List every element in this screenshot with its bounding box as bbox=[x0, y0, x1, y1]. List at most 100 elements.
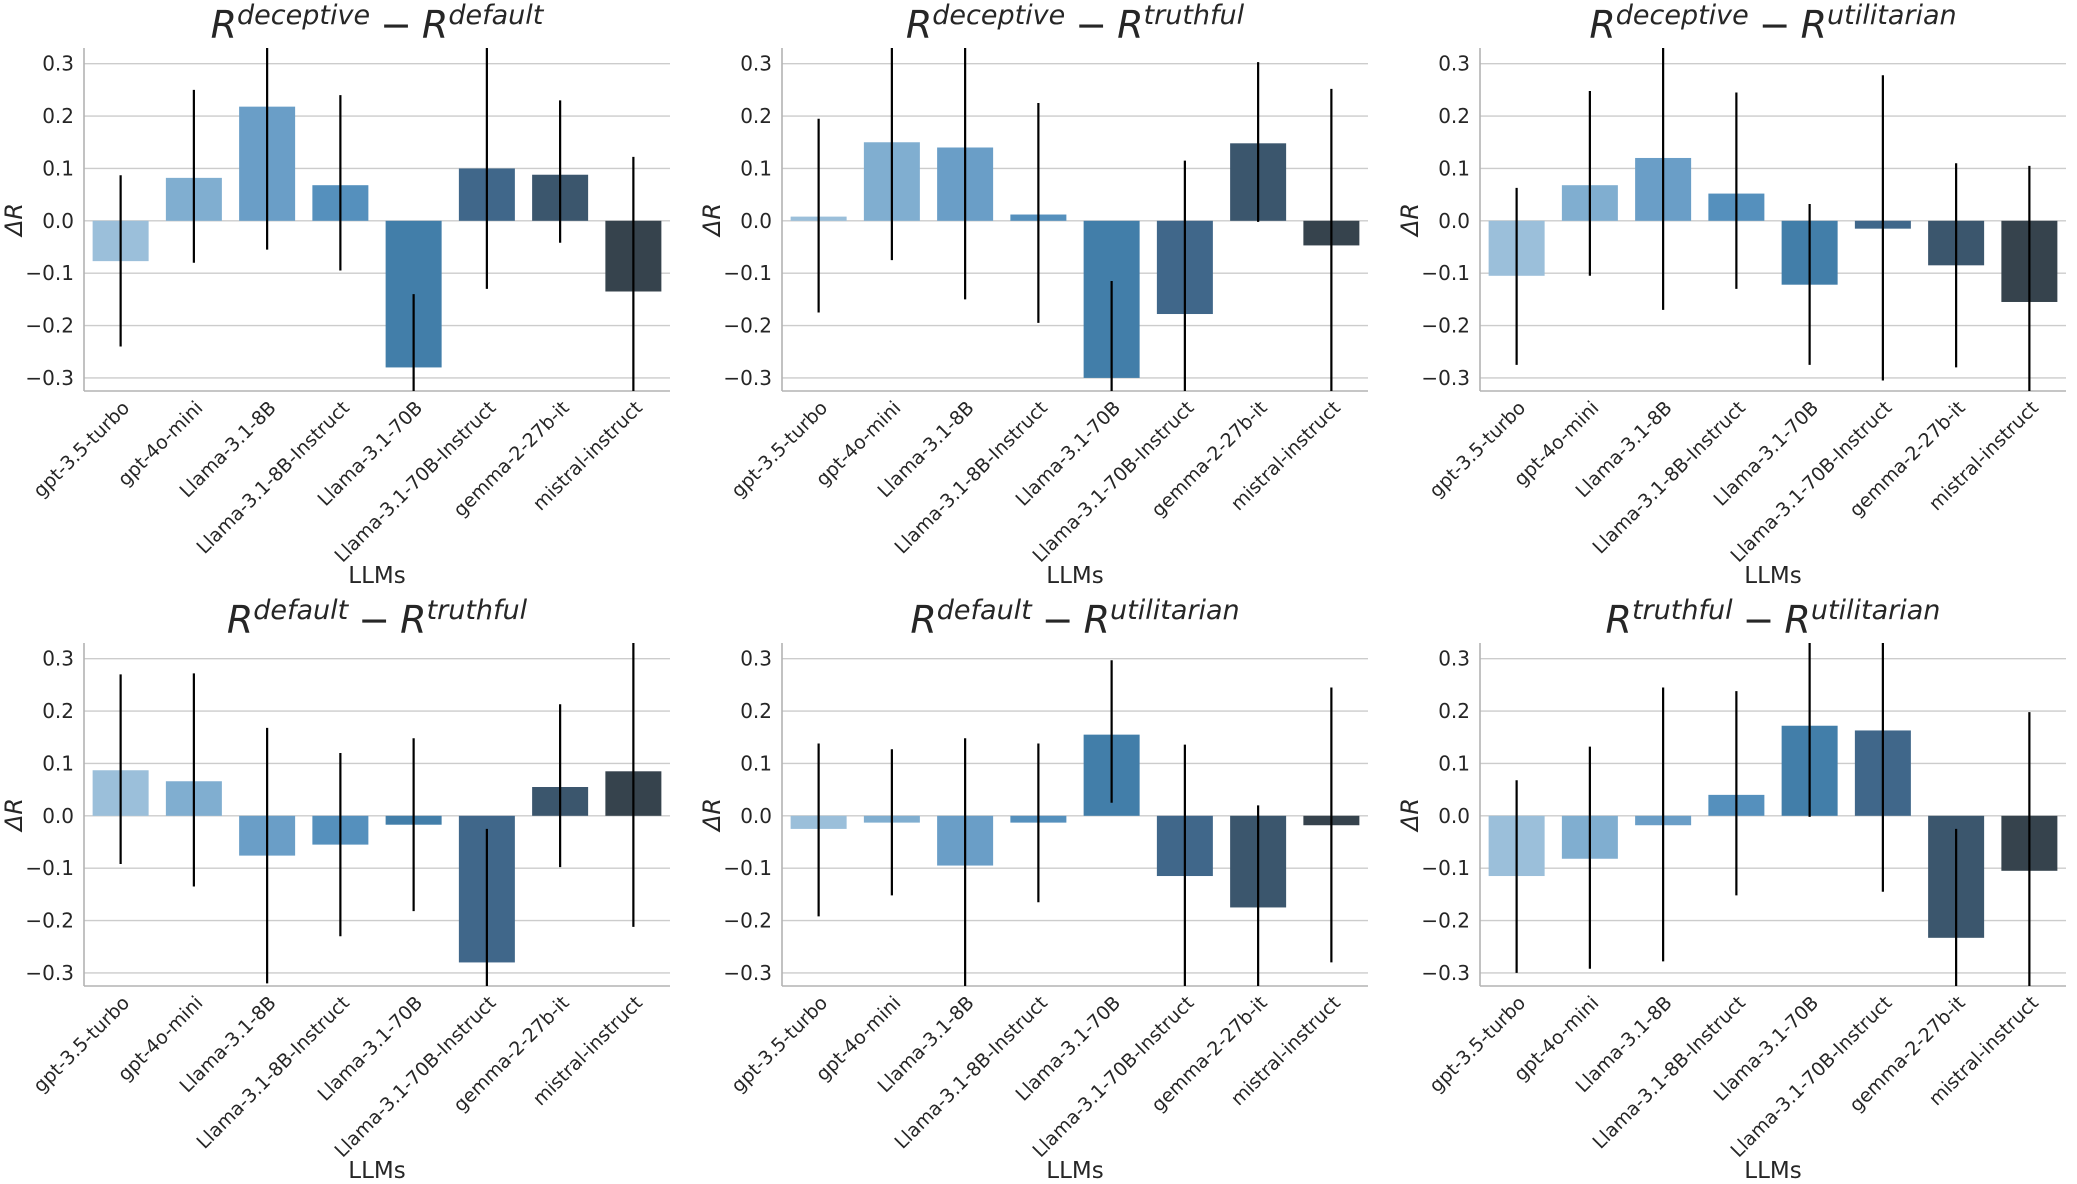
y-tick-label: 0.3 bbox=[42, 647, 74, 671]
panel-2: −0.3−0.2−0.10.00.10.20.3gpt-3.5-turbogpt… bbox=[698, 0, 1368, 589]
y-tick-label: −0.3 bbox=[723, 366, 772, 390]
title-part-s1: default bbox=[253, 595, 349, 626]
x-axis-label: LLMs bbox=[348, 563, 405, 589]
title-part-minus: − bbox=[1759, 3, 1791, 47]
x-tick-label: gpt-3.5-turbo bbox=[727, 992, 832, 1097]
title-part-s2: utilitarian bbox=[1811, 595, 1941, 626]
panel-5: −0.3−0.2−0.10.00.10.20.3gpt-3.5-turbogpt… bbox=[698, 595, 1368, 1184]
title-part-r1: R bbox=[211, 3, 237, 47]
y-tick-label: −0.1 bbox=[1421, 856, 1470, 880]
title-part-r1: R bbox=[227, 598, 253, 642]
x-tick-label: gpt-3.5-turbo bbox=[1425, 397, 1530, 502]
title-part-s1: default bbox=[937, 595, 1033, 626]
title-part-r2: R bbox=[400, 598, 426, 642]
panel-6: −0.3−0.2−0.10.00.10.20.3gpt-3.5-turbogpt… bbox=[1396, 595, 2066, 1184]
y-axis-label: ΔR bbox=[0, 203, 28, 238]
y-tick-label: 0.3 bbox=[740, 52, 772, 76]
panel-title: Rdefault − Rutilitarian bbox=[910, 595, 1239, 642]
y-tick-label: 0.2 bbox=[42, 104, 74, 128]
title-part-s1: deceptive bbox=[237, 0, 370, 31]
title-part-minus: − bbox=[358, 598, 390, 642]
title-part-s2: truthful bbox=[1144, 0, 1245, 31]
x-axis-label: LLMs bbox=[1046, 1158, 1103, 1184]
y-tick-label: −0.1 bbox=[723, 261, 772, 285]
title-part-s1: deceptive bbox=[932, 0, 1065, 31]
y-tick-label: 0.1 bbox=[42, 751, 74, 775]
panel-title: Rdeceptive − Rdefault bbox=[211, 0, 545, 47]
title-part-s2: default bbox=[448, 0, 544, 31]
y-tick-label: −0.3 bbox=[1421, 961, 1470, 985]
title-part-s2: truthful bbox=[427, 595, 528, 626]
x-axis-label: LLMs bbox=[1744, 1158, 1801, 1184]
y-tick-label: −0.2 bbox=[25, 909, 74, 933]
x-axis-label: LLMs bbox=[348, 1158, 405, 1184]
y-tick-label: −0.2 bbox=[1421, 909, 1470, 933]
y-tick-label: 0.1 bbox=[42, 156, 74, 180]
y-tick-label: 0.2 bbox=[1438, 104, 1470, 128]
y-tick-label: −0.2 bbox=[1421, 314, 1470, 338]
y-tick-label: 0.3 bbox=[42, 52, 74, 76]
y-axis-label: ΔR bbox=[698, 203, 726, 238]
y-axis-label: ΔR bbox=[0, 798, 28, 833]
title-part-r1: R bbox=[910, 598, 936, 642]
title-part-r2: R bbox=[1117, 3, 1143, 47]
title-part-s2: utilitarian bbox=[1827, 0, 1957, 31]
title-part-r1: R bbox=[1589, 3, 1615, 47]
title-part-r2: R bbox=[1801, 3, 1827, 47]
y-tick-label: 0.3 bbox=[1438, 647, 1470, 671]
panel-title: Rtruthful − Rutilitarian bbox=[1606, 595, 1941, 642]
y-tick-label: −0.3 bbox=[25, 961, 74, 985]
y-tick-label: 0.0 bbox=[1438, 804, 1470, 828]
title-part-minus: − bbox=[1042, 598, 1074, 642]
y-tick-label: −0.2 bbox=[723, 314, 772, 338]
y-tick-label: 0.0 bbox=[42, 209, 74, 233]
title-part-r1: R bbox=[906, 3, 932, 47]
y-tick-label: −0.1 bbox=[1421, 261, 1470, 285]
title-part-r2: R bbox=[1084, 598, 1110, 642]
y-tick-label: 0.3 bbox=[1438, 52, 1470, 76]
y-tick-label: 0.2 bbox=[740, 104, 772, 128]
y-tick-label: 0.1 bbox=[1438, 156, 1470, 180]
x-tick-label: gpt-3.5-turbo bbox=[1425, 992, 1530, 1097]
y-tick-label: 0.0 bbox=[740, 804, 772, 828]
title-part-r2: R bbox=[422, 3, 448, 47]
x-tick-label: gpt-3.5-turbo bbox=[727, 397, 832, 502]
y-tick-label: −0.3 bbox=[723, 961, 772, 985]
y-tick-label: −0.3 bbox=[1421, 366, 1470, 390]
x-axis-label: LLMs bbox=[1744, 563, 1801, 589]
x-axis-label: LLMs bbox=[1046, 563, 1103, 589]
y-tick-label: 0.2 bbox=[42, 699, 74, 723]
y-tick-label: 0.1 bbox=[740, 156, 772, 180]
y-tick-label: 0.0 bbox=[42, 804, 74, 828]
panel-title: Rdeceptive − Rutilitarian bbox=[1589, 0, 1956, 47]
title-part-s2: utilitarian bbox=[1110, 595, 1240, 626]
panel-title: Rdefault − Rtruthful bbox=[227, 595, 528, 642]
title-part-minus: − bbox=[1743, 598, 1775, 642]
y-tick-label: 0.2 bbox=[1438, 699, 1470, 723]
x-tick-label: gpt-3.5-turbo bbox=[29, 992, 134, 1097]
y-tick-label: −0.2 bbox=[25, 314, 74, 338]
y-tick-label: 0.3 bbox=[740, 647, 772, 671]
y-tick-label: 0.2 bbox=[740, 699, 772, 723]
y-tick-label: 0.0 bbox=[740, 209, 772, 233]
y-axis-label: ΔR bbox=[1396, 798, 1424, 833]
y-tick-label: −0.1 bbox=[25, 856, 74, 880]
y-tick-label: 0.1 bbox=[1438, 751, 1470, 775]
title-part-s1: truthful bbox=[1632, 595, 1733, 626]
title-part-minus: − bbox=[380, 3, 412, 47]
panel-4: −0.3−0.2−0.10.00.10.20.3gpt-3.5-turbogpt… bbox=[0, 595, 670, 1184]
y-tick-label: 0.1 bbox=[740, 751, 772, 775]
x-tick-label: gpt-3.5-turbo bbox=[29, 397, 134, 502]
panel-1: −0.3−0.2−0.10.00.10.20.3gpt-3.5-turbogpt… bbox=[0, 0, 670, 589]
y-tick-label: −0.2 bbox=[723, 909, 772, 933]
y-tick-label: −0.1 bbox=[723, 856, 772, 880]
title-part-s1: deceptive bbox=[1616, 0, 1749, 31]
panel-3: −0.3−0.2−0.10.00.10.20.3gpt-3.5-turbogpt… bbox=[1396, 0, 2066, 589]
y-axis-label: ΔR bbox=[698, 798, 726, 833]
panel-title: Rdeceptive − Rtruthful bbox=[906, 0, 1245, 47]
title-part-r2: R bbox=[1784, 598, 1810, 642]
title-part-r1: R bbox=[1606, 598, 1632, 642]
y-tick-label: 0.0 bbox=[1438, 209, 1470, 233]
y-tick-label: −0.3 bbox=[25, 366, 74, 390]
